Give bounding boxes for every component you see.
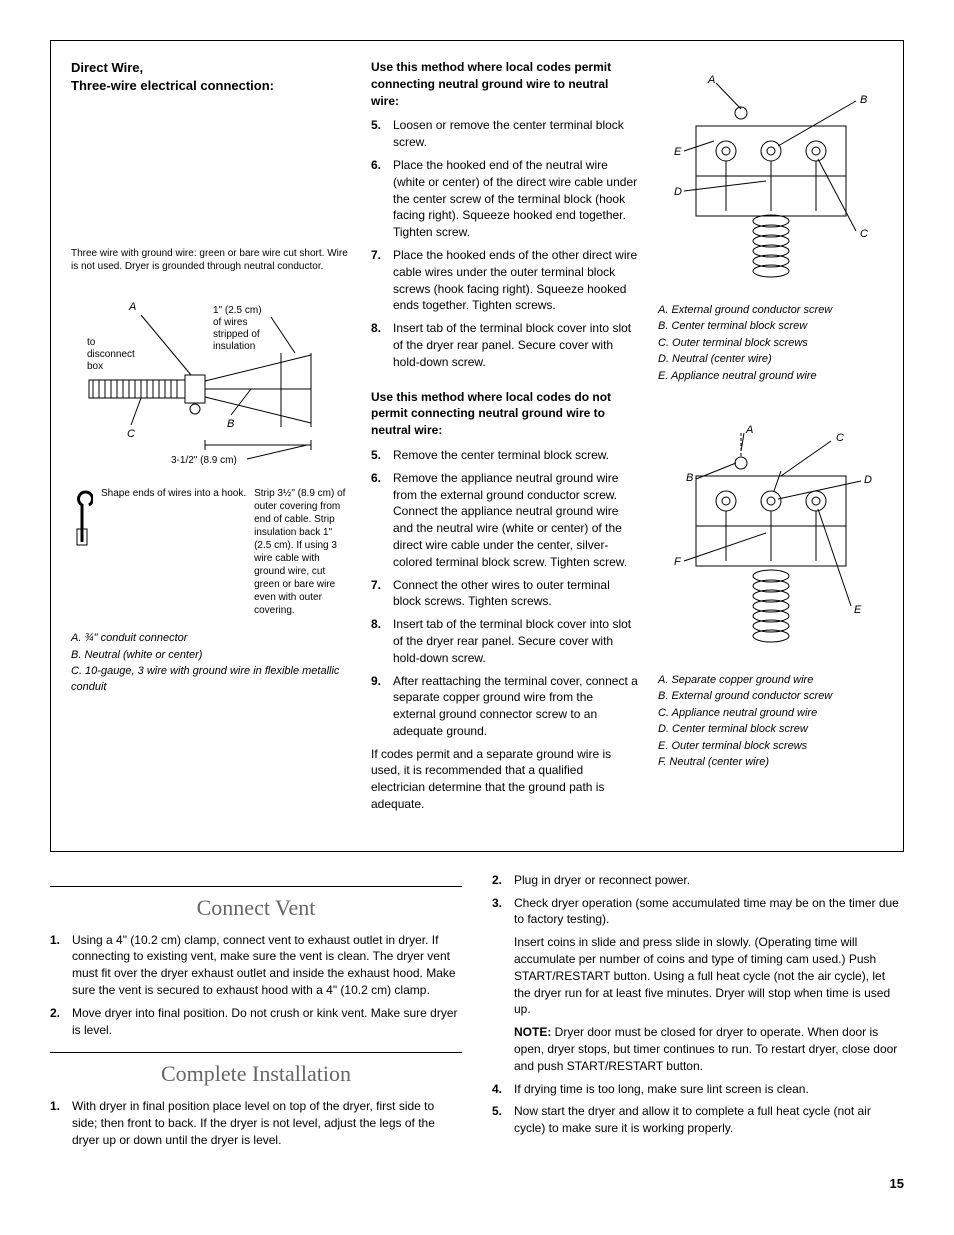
conduit-svg: A B C to disconnect box 1" (2.5 cm) of w… [81, 285, 341, 475]
hook-desc: Shape ends of wires into a hook. [101, 487, 246, 500]
svg-text:B: B [686, 472, 693, 484]
method2-steps: 5.Remove the center terminal block screw… [371, 447, 638, 740]
method2-block: Use this method where local codes do not… [371, 389, 638, 813]
method2-after: If codes permit and a separate ground wi… [371, 746, 638, 813]
svg-text:E: E [674, 146, 682, 158]
legend-item: C. Outer terminal block screws [658, 336, 883, 351]
legend-item: A. Separate copper ground wire [658, 673, 883, 688]
svg-text:C: C [836, 432, 844, 444]
middle-column: Use this method where local codes permit… [371, 59, 638, 831]
legend-item: D. Neutral (center wire) [658, 352, 883, 367]
step: 4.If drying time is too long, make sure … [492, 1081, 904, 1098]
bottom-section: Connect Vent 1.Using a 4" (10.2 cm) clam… [50, 872, 904, 1155]
legend-item: A. External ground conductor screw [658, 303, 883, 318]
page-number: 15 [50, 1175, 904, 1193]
left-column: Direct Wire, Three-wire electrical conne… [71, 59, 351, 831]
step: 6.Place the hooked end of the neutral wi… [371, 157, 638, 241]
legend-item: E. Outer terminal block screws [658, 739, 883, 754]
direct-wire-box: Direct Wire, Three-wire electrical conne… [50, 40, 904, 852]
step: 1.Using a 4" (10.2 cm) clamp, connect ve… [50, 932, 462, 999]
right-column: A B C D E A. External ground conductor s… [658, 59, 883, 831]
bottom-left: Connect Vent 1.Using a 4" (10.2 cm) clam… [50, 872, 462, 1155]
legend-item: D. Center terminal block screw [658, 722, 883, 737]
step: 5.Loosen or remove the center terminal b… [371, 117, 638, 151]
fig1-legend: A. External ground conductor screw B. Ce… [658, 303, 883, 384]
three-wire-note: Three wire with ground wire: green or ba… [71, 247, 351, 273]
note-text: Dryer door must be closed for dryer to o… [514, 1025, 897, 1073]
fig2-legend: A. Separate copper ground wire B. Extern… [658, 673, 883, 770]
three-column-layout: Direct Wire, Three-wire electrical conne… [71, 59, 883, 831]
heading-line2: Three-wire electrical connection: [71, 78, 274, 93]
hook-row: Shape ends of wires into a hook. Strip 3… [71, 487, 351, 617]
label-A: A [128, 301, 136, 313]
svg-text:C: C [860, 228, 868, 240]
step: 1.With dryer in final position place lev… [50, 1098, 462, 1148]
conduit-figure: A B C to disconnect box 1" (2.5 cm) of w… [71, 285, 351, 475]
install-para1: Insert coins in slide and press slide in… [514, 934, 904, 1018]
step: 3.Check dryer operation (some accumulate… [492, 895, 904, 929]
terminal-svg-2: A B C D E F [666, 421, 876, 661]
svg-text:insulation: insulation [213, 341, 255, 352]
svg-text:D: D [674, 186, 682, 198]
svg-text:box: box [87, 361, 103, 372]
legend-item: F. Neutral (center wire) [658, 755, 883, 770]
note-label: NOTE: [514, 1025, 551, 1039]
method1-steps: 5.Loosen or remove the center terminal b… [371, 117, 638, 370]
complete-install-left-steps: 1.With dryer in final position place lev… [50, 1098, 462, 1148]
connect-vent-steps: 1.Using a 4" (10.2 cm) clamp, connect ve… [50, 932, 462, 1039]
terminal-figure-1: A B C D E [658, 71, 883, 291]
step: 7.Place the hooked ends of the other dir… [371, 247, 638, 314]
svg-text:of wires: of wires [213, 317, 247, 328]
svg-text:E: E [854, 604, 862, 616]
svg-text:stripped of: stripped of [213, 329, 260, 340]
legend-item: E. Appliance neutral ground wire [658, 369, 883, 384]
bottom-right: 2.Plug in dryer or reconnect power. 3.Ch… [492, 872, 904, 1155]
install-note: NOTE: Dryer door must be closed for drye… [514, 1024, 904, 1074]
svg-text:to: to [87, 337, 96, 348]
complete-install-heading: Complete Installation [50, 1052, 462, 1090]
connect-vent-heading: Connect Vent [50, 886, 462, 924]
direct-wire-heading: Direct Wire, Three-wire electrical conne… [71, 59, 351, 95]
svg-text:B: B [860, 94, 867, 106]
method1-heading: Use this method where local codes permit… [371, 59, 638, 109]
legend-item: B. External ground conductor screw [658, 689, 883, 704]
svg-text:F: F [674, 556, 682, 568]
svg-text:B: B [227, 418, 234, 430]
strip-desc: Strip 3½" (8.9 cm) of outer covering fro… [254, 487, 351, 617]
legend-c: C. 10-gauge, 3 wire with ground wire in … [71, 664, 351, 695]
step: 8.Insert tab of the terminal block cover… [371, 320, 638, 370]
svg-text:disconnect: disconnect [87, 349, 135, 360]
svg-text:1" (2.5 cm): 1" (2.5 cm) [213, 305, 262, 316]
svg-text:3-1/2" (8.9 cm): 3-1/2" (8.9 cm) [171, 455, 237, 466]
svg-text:D: D [864, 474, 872, 486]
step: 6.Remove the appliance neutral ground wi… [371, 470, 638, 571]
step: 5.Remove the center terminal block screw… [371, 447, 638, 464]
terminal-figure-2: A B C D E F [658, 421, 883, 661]
step: 2.Move dryer into final position. Do not… [50, 1005, 462, 1039]
step: 7.Connect the other wires to outer termi… [371, 577, 638, 611]
terminal-svg-1: A B C D E [666, 71, 876, 291]
left-legend: A. ¾" conduit connector B. Neutral (whit… [71, 631, 351, 695]
method2-heading: Use this method where local codes do not… [371, 389, 638, 439]
step: 9.After reattaching the terminal cover, … [371, 673, 638, 740]
hook-icon [71, 487, 93, 547]
step: 8.Insert tab of the terminal block cover… [371, 616, 638, 666]
svg-text:C: C [127, 428, 135, 440]
complete-install-right-steps: 2.Plug in dryer or reconnect power. 3.Ch… [492, 872, 904, 928]
step: 2.Plug in dryer or reconnect power. [492, 872, 904, 889]
step: 5.Now start the dryer and allow it to co… [492, 1103, 904, 1137]
svg-text:A: A [745, 424, 753, 436]
heading-line1: Direct Wire, [71, 60, 143, 75]
svg-text:A: A [707, 74, 715, 86]
legend-b: B. Neutral (white or center) [71, 648, 351, 663]
complete-install-right-steps2: 4.If drying time is too long, make sure … [492, 1081, 904, 1137]
legend-item: C. Appliance neutral ground wire [658, 706, 883, 721]
legend-item: B. Center terminal block screw [658, 319, 883, 334]
legend-a: A. ¾" conduit connector [71, 631, 351, 646]
page-root: Direct Wire, Three-wire electrical conne… [50, 40, 904, 1193]
method1-block: Use this method where local codes permit… [371, 59, 638, 371]
